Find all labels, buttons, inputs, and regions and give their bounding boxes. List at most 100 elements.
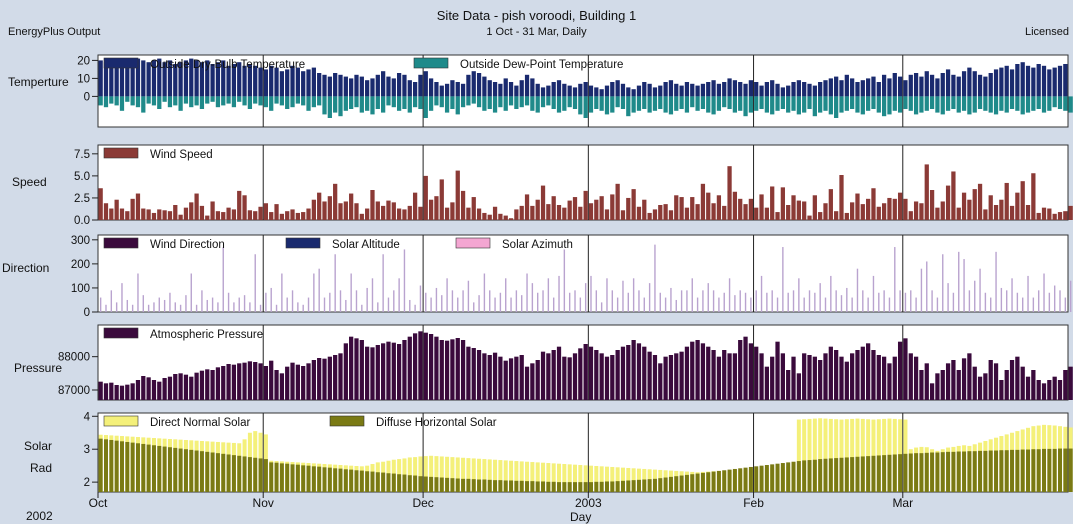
bar-temperture-1 <box>103 96 109 108</box>
bar-pressure-0 <box>1052 376 1057 400</box>
bar-direction-0 <box>142 295 144 312</box>
bar-pressure-0 <box>162 378 167 400</box>
bar-speed-0 <box>919 203 924 220</box>
bar-pressure-0 <box>508 358 514 400</box>
bar-solar-rad-1 <box>604 481 609 492</box>
bar-speed-0 <box>1057 212 1063 220</box>
bar-speed-0 <box>205 215 210 220</box>
bar-speed-0 <box>636 206 642 220</box>
bar-temperture-1 <box>754 96 759 111</box>
bar-temperture-0 <box>1047 69 1052 97</box>
bar-direction-0 <box>1000 287 1003 312</box>
bar-temperture-1 <box>684 96 690 113</box>
bar-temperture-0 <box>700 83 706 97</box>
bar-speed-0 <box>183 207 189 220</box>
bar-temperture-1 <box>444 96 450 113</box>
bar-pressure-0 <box>695 340 700 400</box>
bar-temperture-1 <box>263 96 269 108</box>
bar-speed-0 <box>423 175 428 220</box>
bar-solar-rad-1 <box>274 462 279 492</box>
bar-pressure-0 <box>391 342 396 400</box>
bar-solar-rad-1 <box>375 472 380 492</box>
bar-speed-0 <box>524 194 530 220</box>
bar-temperture-0 <box>599 89 604 97</box>
bar-solar-rad-1 <box>407 475 412 492</box>
bar-speed-0 <box>146 209 151 220</box>
bar-direction-0 <box>819 283 821 313</box>
bar-temperture-1 <box>135 96 141 108</box>
bar-solar-rad-1 <box>231 455 236 492</box>
bar-solar-rad-0 <box>471 458 476 492</box>
bar-temperture-0 <box>588 85 594 97</box>
bar-solar-rad-1 <box>423 476 428 492</box>
bar-direction-0 <box>702 290 704 312</box>
bar-solar-rad-1 <box>498 480 503 492</box>
bar-temperture-0 <box>455 82 460 97</box>
bar-direction-0 <box>968 290 971 312</box>
bar-temperture-1 <box>519 96 524 108</box>
bar-direction-0 <box>147 304 150 312</box>
bar-pressure-0 <box>263 366 269 400</box>
bar-solar-rad-0 <box>599 466 604 492</box>
bar-direction-0 <box>233 302 235 313</box>
bar-speed-0 <box>711 203 716 220</box>
bar-pressure-0 <box>716 356 722 400</box>
bar-pressure-0 <box>1047 380 1052 400</box>
bar-pressure-0 <box>743 336 748 400</box>
bar-speed-0 <box>412 192 418 220</box>
bar-temperture-1 <box>866 96 871 111</box>
bar-direction-0 <box>121 283 123 313</box>
bar-temperture-1 <box>850 96 855 109</box>
bar-direction-0 <box>766 292 768 312</box>
bar-direction-0 <box>371 278 374 312</box>
bar-pressure-0 <box>770 356 775 400</box>
bar-pressure-0 <box>679 351 684 400</box>
bar-temperture-0 <box>716 83 722 97</box>
bar-direction-0 <box>174 302 176 313</box>
bar-solar-rad-1 <box>514 480 519 492</box>
bar-pressure-0 <box>381 343 386 400</box>
bar-pressure-0 <box>1063 370 1068 400</box>
bar-solar-rad-1 <box>1010 449 1015 492</box>
bar-temperture-0 <box>439 85 444 97</box>
bar-speed-0 <box>871 188 876 220</box>
bar-speed-0 <box>194 193 199 220</box>
bar-solar-rad-1 <box>775 463 780 492</box>
bar-pressure-0 <box>333 355 338 400</box>
bar-direction-0 <box>1069 280 1072 312</box>
bar-speed-0 <box>444 207 450 220</box>
bar-speed-0 <box>764 207 769 220</box>
bar-direction-0 <box>936 297 939 312</box>
bar-direction-0 <box>483 273 486 312</box>
bar-pressure-0 <box>711 350 716 400</box>
bar-temperture-1 <box>945 96 951 111</box>
bar-solar-rad-1 <box>887 454 892 492</box>
bar-solar-rad-1 <box>557 482 562 493</box>
bar-direction-0 <box>931 290 933 312</box>
bar-speed-0 <box>386 200 391 220</box>
bar-temperture-0 <box>450 80 455 97</box>
bar-pressure-0 <box>834 350 839 400</box>
bar-temperture-0 <box>722 82 727 97</box>
bar-speed-0 <box>407 205 412 220</box>
bar-speed-0 <box>610 194 615 220</box>
bar-speed-0 <box>311 199 316 220</box>
bar-temperture-0 <box>850 78 855 97</box>
legend-label: Solar Azimuth <box>502 239 573 251</box>
bar-speed-0 <box>684 207 690 220</box>
bar-temperture-1 <box>418 96 423 109</box>
bar-solar-rad-1 <box>178 448 183 492</box>
bar-temperture-0 <box>157 58 162 97</box>
bar-pressure-0 <box>242 362 247 400</box>
bar-pressure-0 <box>999 380 1004 400</box>
bar-pressure-0 <box>349 336 354 400</box>
bar-temperture-0 <box>162 62 167 97</box>
bar-speed-0 <box>333 183 338 220</box>
bar-solar-rad-1 <box>519 480 524 492</box>
bar-direction-0 <box>798 278 800 312</box>
bar-direction-0 <box>499 292 502 312</box>
bar-temperture-0 <box>823 80 828 97</box>
bar-temperture-1 <box>727 96 732 109</box>
bar-speed-0 <box>381 205 386 220</box>
bar-temperture-0 <box>690 83 695 97</box>
